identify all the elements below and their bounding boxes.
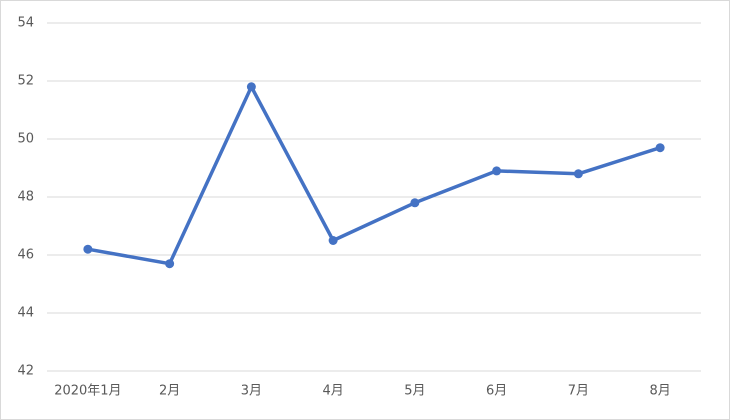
x-tick-label: 5月 (404, 384, 425, 399)
point (328, 236, 338, 245)
y-tick-label: 44 (17, 306, 34, 321)
point (165, 259, 175, 269)
y-tick-label: 54 (17, 16, 34, 31)
x-tick-label: 8月 (649, 384, 670, 399)
point (246, 82, 256, 92)
line (87, 85, 661, 266)
y-tick-label: 42 (17, 364, 34, 379)
x-tick-label: 2月 (159, 384, 180, 399)
point (655, 143, 665, 153)
y-tick-label: 48 (17, 190, 34, 205)
point (83, 244, 93, 254)
y-tick-label: 46 (17, 248, 34, 263)
point (492, 166, 502, 176)
y-tick-label: 52 (17, 74, 34, 89)
x-tick-label: 6月 (486, 384, 507, 399)
x-tick-label: 4月 (322, 384, 343, 399)
point (573, 169, 583, 179)
x-tick-label: 7月 (568, 384, 589, 399)
x-tick-label: 2020年1月 (54, 384, 121, 399)
y-tick-label: 50 (17, 132, 34, 147)
x-tick-label: 3月 (241, 384, 262, 399)
point (410, 198, 420, 208)
